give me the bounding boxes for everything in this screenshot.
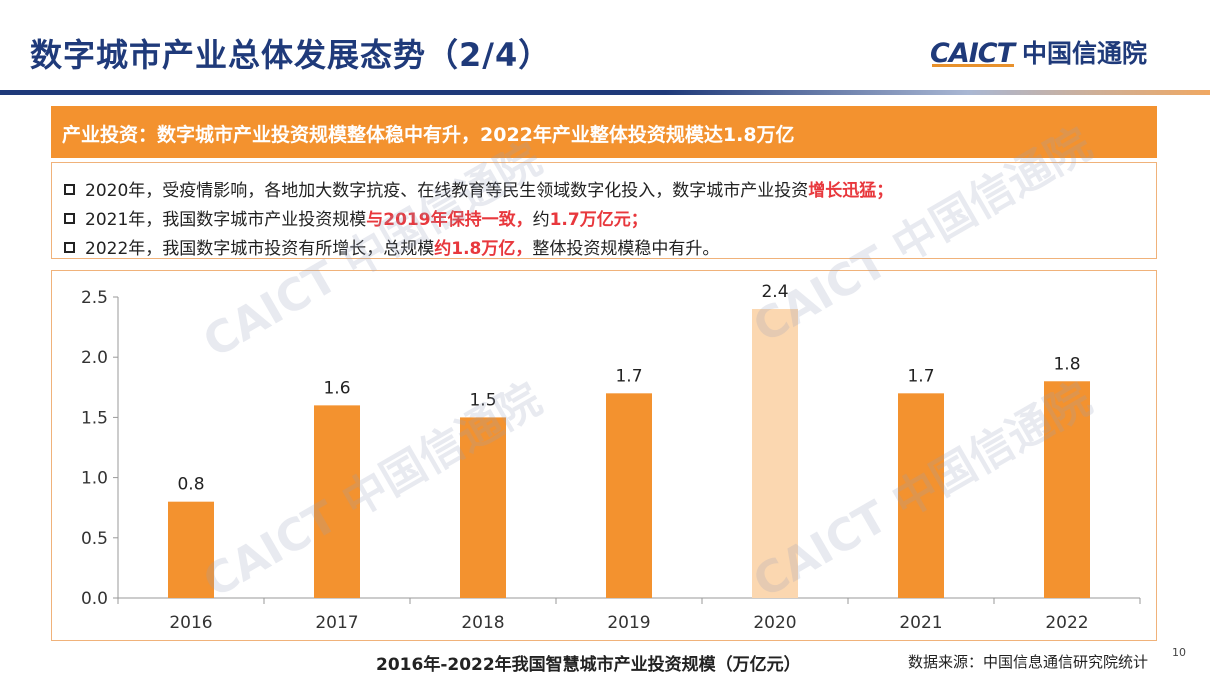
data-label-2017: 1.6 [323, 378, 350, 398]
data-source: 数据来源：中国信息通信研究院统计 [908, 653, 1149, 671]
x-tick-label-2017: 2017 [315, 613, 358, 633]
bullet-text-tail: 约1.7万亿元； [533, 210, 648, 230]
data-label-2020: 2.4 [761, 282, 788, 302]
x-tick-label-2018: 2018 [461, 613, 504, 633]
data-label-2019: 1.7 [615, 366, 642, 386]
logo-underline [932, 64, 1014, 67]
x-tick-label-2022: 2022 [1045, 613, 1088, 633]
data-label-2022: 1.8 [1053, 354, 1080, 374]
investment-bar-chart: 0.0 0.5 1.0 1.5 2.0 2.5 0.8 2016 1.6 2017 1.5 2018 1… [81, 282, 1141, 633]
y-tick-label: 0.5 [81, 529, 108, 549]
bar-2021 [898, 393, 944, 598]
square-bullet-icon [64, 184, 75, 195]
x-tick-label-2016: 2016 [169, 613, 212, 633]
bullet-text: 2020年，受疫情影响，各地加大数字抗疫、在线教育等民生领域数字化投入，数字城市… [85, 181, 809, 201]
page-number: 10 [1172, 646, 1186, 659]
bar-2018 [460, 417, 506, 598]
bar-2017 [314, 405, 360, 598]
summary-banner: 产业投资：数字城市产业投资规模整体稳中有升，2022年产业整体投资规模达1.8万… [51, 106, 1157, 158]
caict-logo: CAICT 中国信通院 [930, 34, 1147, 70]
bar-2019 [606, 393, 652, 598]
y-tick-label: 1.0 [81, 469, 108, 489]
y-tick-label: 1.5 [81, 408, 108, 428]
chart-caption: 2016年-2022年我国智慧城市产业投资规模（万亿元） [376, 655, 801, 675]
bullet-text-tail: 整体投资规模稳中有升。 [532, 239, 720, 259]
bullet-highlight: 增长迅猛； [808, 181, 894, 201]
bullet-item-2021: 2021年，我国数字城市产业投资规模与2019年保持一致，约1.7万亿元； [64, 205, 648, 230]
bullet-highlight: 约1.8万亿， [434, 239, 533, 259]
data-label-2021: 1.7 [907, 366, 934, 386]
banner-text: 产业投资：数字城市产业投资规模整体稳中有升，2022年产业整体投资规模达1.8万… [62, 124, 795, 146]
bullet-highlight: 与2019年保持一致， [366, 210, 533, 230]
x-tick-label-2019: 2019 [607, 613, 650, 633]
logo-en-text: CAICT [930, 38, 1015, 69]
bullet-text-tail-value: 约1.7万亿元； [533, 210, 648, 230]
bullet-text: 2022年，我国数字城市投资有所增长，总规模 [85, 239, 435, 259]
chart-panel: 0.0 0.5 1.0 1.5 2.0 2.5 0.8 2016 1.6 2017 1.5 2018 1… [51, 270, 1157, 641]
bullet-list: 2020年，受疫情影响，各地加大数字抗疫、在线教育等民生领域数字化投入，数字城市… [51, 162, 1157, 259]
bullet-text-part: 约 [532, 210, 550, 230]
square-bullet-icon [64, 213, 75, 224]
y-tick-label: 0.0 [81, 589, 108, 609]
bullet-highlight: 1.7万亿元； [549, 210, 648, 230]
data-label-2018: 1.5 [469, 390, 496, 410]
x-tick-label-2020: 2020 [753, 613, 796, 633]
y-tick-label: 2.0 [81, 348, 108, 368]
data-label-2016: 0.8 [177, 475, 204, 495]
y-tick-label: 2.5 [81, 288, 108, 308]
x-tick-label-2021: 2021 [899, 613, 942, 633]
bullet-item-2022: 2022年，我国数字城市投资有所增长，总规模约1.8万亿，整体投资规模稳中有升。 [64, 234, 719, 259]
bullet-text: 2021年，我国数字城市产业投资规模 [85, 210, 367, 230]
bar-2020 [752, 309, 798, 598]
logo-cn-text: 中国信通院 [1022, 39, 1148, 68]
bar-2016 [168, 501, 214, 598]
page-title: 数字城市产业总体发展态势（2/4） [30, 36, 552, 74]
bar-2022 [1044, 381, 1090, 598]
bullet-item-2020: 2020年，受疫情影响，各地加大数字抗疫、在线教育等民生领域数字化投入，数字城市… [64, 176, 893, 201]
square-bullet-icon [64, 242, 75, 253]
header-divider [0, 90, 1210, 95]
